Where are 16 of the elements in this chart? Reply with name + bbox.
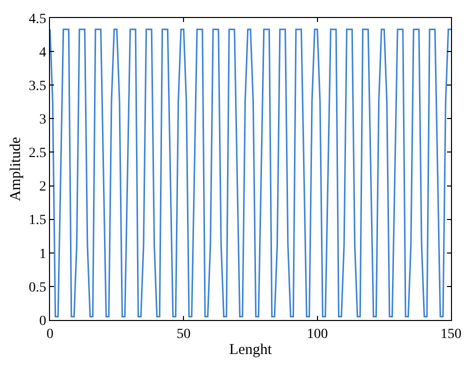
y-tick-label: 3 [39, 112, 46, 128]
y-tick-label: 1.5 [28, 213, 46, 228]
y-tick-label: 2 [39, 180, 46, 195]
y-tick-label: 0 [39, 314, 46, 329]
x-axis-title: Lenght [229, 342, 273, 358]
line-series [50, 28, 451, 318]
y-tick-label: 1 [39, 246, 46, 262]
y-tick-label: 3.5 [28, 79, 46, 94]
x-tick-label: 150 [440, 326, 462, 342]
y-axis-title: Amplitude [8, 136, 24, 202]
y-tick-label: 4 [39, 45, 46, 60]
y-tick-label: 4.5 [28, 12, 46, 27]
x-tick-label: 100 [306, 326, 328, 342]
x-tick-label: 50 [176, 326, 191, 342]
y-tick-label: 0.5 [28, 280, 46, 296]
y-tick-label: 2.5 [28, 146, 46, 162]
